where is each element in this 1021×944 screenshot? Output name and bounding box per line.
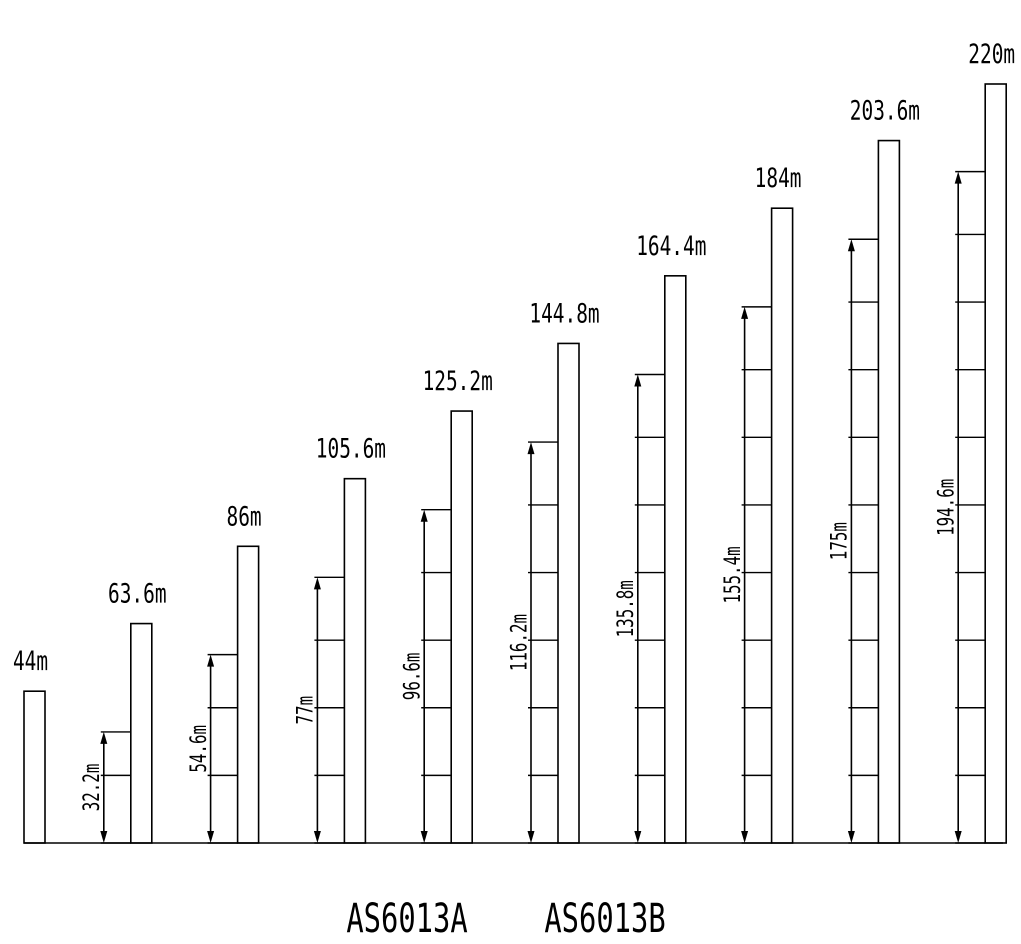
mast-height-label: 164.4m (636, 230, 706, 262)
mast-height-label: 203.6m (850, 94, 920, 126)
mast-7 (663, 275, 687, 844)
reach-label: 135.8m (612, 580, 638, 637)
arrow-up-icon (527, 442, 535, 455)
arrow-down-icon (313, 831, 321, 843)
arrow-down-icon (954, 831, 962, 843)
mast-6 (557, 342, 580, 844)
mast-1 (23, 690, 46, 844)
mast-3 (236, 545, 260, 844)
reach-label: 116.2m (506, 614, 532, 671)
arrow-up-icon (100, 731, 108, 744)
reach-label: 96.6m (399, 653, 425, 701)
arrow-down-icon (847, 831, 855, 843)
mast-2 (130, 622, 153, 844)
arrow-down-icon (527, 831, 535, 843)
mast-8 (770, 207, 794, 844)
mast-5 (450, 410, 474, 844)
reach-label: 32.2m (78, 764, 104, 812)
reach-label: 54.6m (185, 725, 211, 773)
mast-group: 44m 63.6m 32.2m 86m 54.6m 105.6m 77m 125.2m 96.6… (13, 38, 1015, 844)
mast-height-label: 63.6m (108, 577, 167, 609)
arrow-up-icon (420, 509, 428, 522)
mast-height-label: 144.8m (529, 297, 599, 329)
reach-label: 194.6m (933, 479, 959, 536)
mast-height-label: 125.2m (423, 365, 493, 397)
arrow-down-icon (207, 831, 215, 843)
arrow-down-icon (100, 831, 108, 843)
model-label-b: AS6013B (544, 896, 665, 942)
mast-height-label: 220m (968, 38, 1015, 70)
arrow-up-icon (207, 654, 215, 667)
arrow-up-icon (954, 171, 962, 184)
mast-height-label: 105.6m (316, 432, 386, 464)
arrow-up-icon (847, 239, 855, 252)
mast-height-label: 184m (755, 162, 802, 194)
mast-9 (877, 139, 901, 844)
arrow-down-icon (634, 831, 642, 843)
mast-height-label: 44m (13, 645, 48, 677)
mast-10 (984, 83, 1008, 844)
arrow-up-icon (634, 374, 642, 387)
model-label-a: AS6013A (346, 896, 467, 942)
arrow-down-icon (420, 831, 428, 843)
reach-label: 77m (292, 696, 318, 725)
reach-label: 175m (826, 522, 852, 560)
arrow-up-icon (313, 577, 321, 590)
reach-label: 155.4m (719, 546, 745, 603)
arrow-down-icon (741, 831, 749, 843)
mast-height-label: 86m (227, 500, 262, 532)
mast-4 (343, 477, 367, 844)
arrow-up-icon (741, 306, 749, 319)
